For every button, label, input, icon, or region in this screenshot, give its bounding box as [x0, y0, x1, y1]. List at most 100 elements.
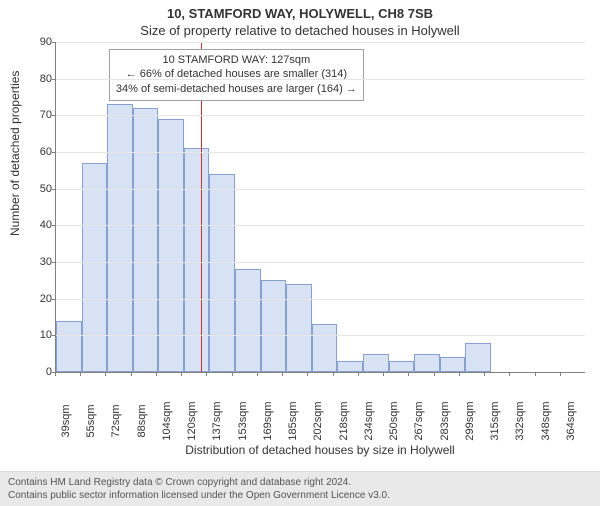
xtick-mark [232, 372, 233, 376]
histogram-bar [389, 361, 415, 372]
y-axis-label: Number of detached properties [8, 71, 22, 236]
histogram-bar [337, 361, 363, 372]
histogram-bar [465, 343, 491, 372]
ytick-mark [52, 262, 56, 263]
histogram-bar [440, 357, 466, 372]
xtick-label: 299sqm [464, 401, 476, 440]
histogram-bar [82, 163, 108, 372]
xtick-label: 120sqm [186, 401, 198, 440]
annotation-box: 10 STAMFORD WAY: 127sqm ← 66% of detache… [109, 49, 364, 102]
xtick-label: 39sqm [60, 404, 72, 437]
xtick-mark [257, 372, 258, 376]
xtick-mark [105, 372, 106, 376]
xtick-label: 72sqm [110, 404, 122, 437]
xtick-mark [131, 372, 132, 376]
xtick-label: 137sqm [211, 401, 223, 440]
histogram-bar [414, 354, 440, 372]
ytick-label: 40 [28, 219, 52, 231]
x-axis-ticks: 39sqm 55sqm 72sqm 88sqm 104sqm 120sqm 137sqm 15… [55, 373, 585, 443]
ytick-mark [52, 225, 56, 226]
xtick-label: 202sqm [312, 401, 324, 440]
grid-line [56, 79, 585, 80]
ytick-mark [52, 335, 56, 336]
ytick-mark [52, 189, 56, 190]
annotation-line1: 10 STAMFORD WAY: 127sqm [116, 53, 357, 68]
ytick-label: 0 [28, 366, 52, 378]
xtick-label: 315sqm [489, 401, 501, 440]
xtick-label: 218sqm [338, 401, 350, 440]
footer-line1: Contains HM Land Registry data © Crown c… [8, 476, 592, 489]
ytick-label: 20 [28, 293, 52, 305]
ytick-mark [52, 299, 56, 300]
histogram-bar [261, 280, 287, 372]
xtick-mark [434, 372, 435, 376]
xtick-mark [156, 372, 157, 376]
footer-attribution: Contains HM Land Registry data © Crown c… [0, 471, 600, 506]
xtick-mark [535, 372, 536, 376]
xtick-label: 283sqm [439, 401, 451, 440]
page-title-sub: Size of property relative to detached ho… [0, 23, 600, 38]
xtick-label: 185sqm [287, 401, 299, 440]
page-title-main: 10, STAMFORD WAY, HOLYWELL, CH8 7SB [0, 6, 600, 21]
xtick-mark [358, 372, 359, 376]
histogram-bar [133, 108, 159, 372]
histogram-bar [158, 119, 184, 372]
x-axis-label: Distribution of detached houses by size … [55, 443, 585, 457]
xtick-label: 267sqm [413, 401, 425, 440]
xtick-mark [459, 372, 460, 376]
grid-line [56, 152, 585, 153]
annotation-line2: ← 66% of detached houses are smaller (31… [116, 67, 357, 82]
histogram-bar [184, 148, 210, 372]
xtick-mark [509, 372, 510, 376]
grid-line [56, 262, 585, 263]
xtick-label: 153sqm [237, 401, 249, 440]
histogram-bar [312, 324, 338, 372]
histogram-bar [363, 354, 389, 372]
xtick-mark [55, 372, 56, 376]
chart-plot-area: 10 STAMFORD WAY: 127sqm ← 66% of detache… [55, 42, 585, 373]
annotation-line3: 34% of semi-detached houses are larger (… [116, 82, 357, 97]
ytick-label: 90 [28, 36, 52, 48]
histogram-bar [209, 174, 235, 372]
xtick-label: 364sqm [565, 401, 577, 440]
xtick-mark [333, 372, 334, 376]
xtick-mark [560, 372, 561, 376]
histogram-bar [286, 284, 312, 372]
histogram-bar [56, 321, 82, 372]
xtick-mark [307, 372, 308, 376]
ytick-label: 50 [28, 183, 52, 195]
ytick-label: 60 [28, 146, 52, 158]
xtick-mark [206, 372, 207, 376]
grid-line [56, 42, 585, 43]
xtick-label: 104sqm [161, 401, 173, 440]
grid-line [56, 189, 585, 190]
xtick-label: 55sqm [85, 404, 97, 437]
ytick-label: 30 [28, 256, 52, 268]
footer-line2: Contains public sector information licen… [8, 489, 592, 502]
xtick-label: 169sqm [262, 401, 274, 440]
histogram-bar [235, 269, 261, 372]
xtick-mark [408, 372, 409, 376]
xtick-label: 250sqm [388, 401, 400, 440]
xtick-label: 88sqm [136, 404, 148, 437]
ytick-mark [52, 42, 56, 43]
chart-container: 10 STAMFORD WAY: 127sqm ← 66% of detache… [55, 42, 585, 457]
xtick-mark [181, 372, 182, 376]
ytick-mark [52, 152, 56, 153]
grid-line [56, 335, 585, 336]
ytick-label: 70 [28, 109, 52, 121]
xtick-label: 332sqm [514, 401, 526, 440]
grid-line [56, 299, 585, 300]
ytick-mark [52, 115, 56, 116]
xtick-mark [282, 372, 283, 376]
xtick-label: 234sqm [363, 401, 375, 440]
xtick-label: 348sqm [540, 401, 552, 440]
xtick-mark [80, 372, 81, 376]
xtick-mark [484, 372, 485, 376]
grid-line [56, 115, 585, 116]
ytick-label: 10 [28, 329, 52, 341]
xtick-mark [383, 372, 384, 376]
ytick-label: 80 [28, 73, 52, 85]
ytick-mark [52, 79, 56, 80]
grid-line [56, 225, 585, 226]
